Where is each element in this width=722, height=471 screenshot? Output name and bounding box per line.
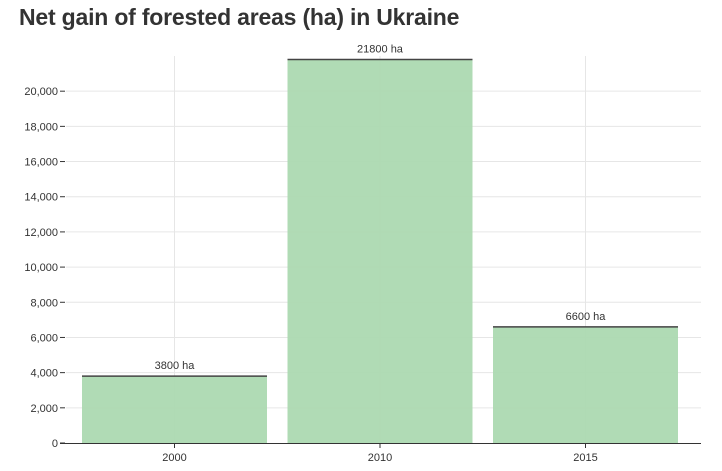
x-tick-label: 2015 [573,452,597,464]
bars [82,58,678,443]
axes: 0 2,000 4,000 6,000 8,000 10,000 12,000 14,000 1… [24,86,701,464]
bar-2000 [82,376,267,443]
x-tick-label: 2000 [162,452,186,464]
data-label: 6600 ha [566,311,607,323]
y-tick-label: 18,000 [24,121,58,133]
y-tick-label: 14,000 [24,192,58,204]
y-tick-label: 12,000 [24,227,58,239]
labels: 3800 ha 21800 ha 6600 ha [155,44,607,373]
y-tick-label: 16,000 [24,157,58,169]
data-label: 3800 ha [155,360,196,372]
bar-2015 [493,326,678,443]
y-tick-label: 2,000 [30,403,58,415]
x-tick-label: 2010 [368,452,392,464]
y-tick-label: 8,000 [30,297,58,309]
y-tick-label: 0 [52,438,58,450]
y-tick-label: 20,000 [24,86,58,98]
y-tick-label: 6,000 [30,332,58,344]
y-tick-label: 10,000 [24,262,58,274]
y-tick-label: 4,000 [30,368,58,380]
data-label: 21800 ha [357,44,404,56]
bar-2010 [287,59,473,443]
chart-title: Net gain of forested areas (ha) in Ukrai… [19,4,460,30]
